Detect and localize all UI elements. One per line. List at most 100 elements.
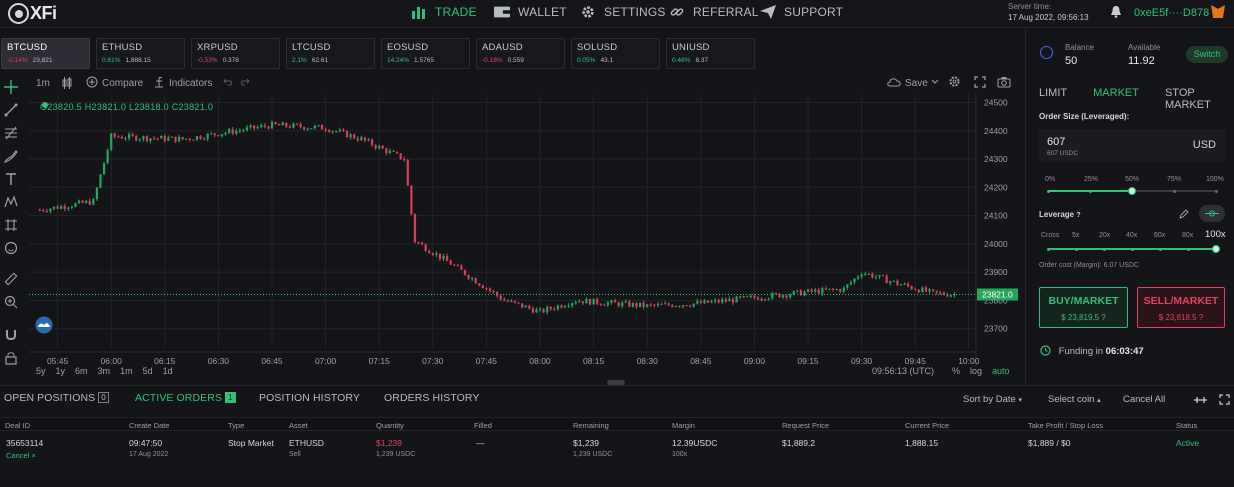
leverage-slider[interactable]: [1046, 244, 1220, 254]
leverage-mark[interactable]: 40x: [1126, 232, 1138, 239]
tab-orders-history[interactable]: ORDERS HISTORY: [384, 392, 480, 404]
tab-active-orders[interactable]: ACTIVE ORDERS 1: [135, 392, 236, 404]
ticker-uniusd[interactable]: UNIUSD 0.48% 8.37: [666, 38, 755, 69]
timeframe-1y[interactable]: 1y: [55, 366, 66, 376]
timeframe-5y[interactable]: 5y: [36, 366, 46, 376]
leverage-mark[interactable]: Cross: [1041, 232, 1060, 239]
slider-stop[interactable]: [1186, 247, 1190, 251]
sell-market-button[interactable]: SELL/MARKET $ 23,818.5 ?: [1137, 287, 1225, 328]
crosshair-icon[interactable]: [4, 80, 18, 94]
ticker-ethusd[interactable]: ETHUSD 0.61% 1,888.15: [96, 38, 185, 69]
sort-dropdown[interactable]: Sort by Date ▾: [963, 394, 1022, 405]
tab-limit[interactable]: LIMIT: [1039, 87, 1068, 99]
leverage-mode-toggle[interactable]: [1199, 205, 1225, 222]
emoji-icon[interactable]: [4, 241, 18, 255]
order-size-slider[interactable]: [1046, 186, 1218, 196]
compare-icon[interactable]: [86, 76, 98, 88]
col-create-date[interactable]: Create Date: [129, 421, 170, 430]
candle-type-icon[interactable]: [62, 77, 72, 89]
leverage-mark[interactable]: 5x: [1072, 232, 1080, 239]
chevron-down-icon[interactable]: [931, 79, 939, 85]
leverage-mark[interactable]: 60x: [1154, 232, 1166, 239]
slider-stop[interactable]: [1046, 189, 1050, 193]
slider-stop[interactable]: [1172, 189, 1176, 193]
order-tp-sl[interactable]: $1,889 / $0: [1028, 438, 1071, 448]
wallet-address[interactable]: 0xeE5f····D878: [1134, 7, 1210, 19]
order-size-input[interactable]: 607 607 USDC USD: [1039, 129, 1225, 162]
metamask-fox-icon[interactable]: [1211, 5, 1225, 18]
nav-trade[interactable]: TRADE: [411, 5, 477, 19]
redo-icon[interactable]: [240, 77, 250, 87]
cloud-save-icon[interactable]: [887, 77, 901, 87]
indicators-icon[interactable]: [153, 76, 165, 88]
indicators-button[interactable]: Indicators: [169, 77, 213, 89]
camera-icon[interactable]: [997, 76, 1011, 88]
ticker-eosusd[interactable]: EOSUSD 14.24% 1.5765: [381, 38, 470, 69]
switch-button[interactable]: Switch: [1186, 46, 1228, 63]
col-asset[interactable]: Asset: [289, 421, 308, 430]
leverage-mark[interactable]: 80x: [1182, 232, 1194, 239]
slider-stop[interactable]: [1130, 247, 1134, 251]
col-type[interactable]: Type: [228, 421, 245, 430]
lock-drawings-icon[interactable]: [4, 351, 18, 365]
slider-stop[interactable]: [1214, 189, 1218, 193]
ticker-solusd[interactable]: SOLUSD 0.05% 43.1: [571, 38, 660, 69]
timeframe-1m[interactable]: 1m: [120, 366, 133, 376]
fullscreen-icon[interactable]: [974, 76, 986, 88]
buy-help-icon[interactable]: ?: [1101, 313, 1106, 322]
leverage-mark[interactable]: 20x: [1099, 232, 1111, 239]
slider-stop[interactable]: [1102, 247, 1106, 251]
slider-stop[interactable]: [1158, 247, 1162, 251]
ruler-icon[interactable]: [4, 272, 18, 286]
col-quantity[interactable]: Quantity: [376, 421, 404, 430]
candlestick-chart[interactable]: 2450024400243002420024100240002390023800…: [29, 94, 1021, 384]
brand-logo[interactable]: XFi: [8, 3, 57, 24]
trend-line-icon[interactable]: [4, 103, 18, 117]
slider-stop[interactable]: [1074, 247, 1078, 251]
col-tp-sl[interactable]: Take Profit / Stop Loss: [1028, 421, 1104, 430]
timeframe-1d[interactable]: 1d: [162, 366, 173, 376]
panel-resize-handle[interactable]: [607, 380, 625, 385]
bell-icon[interactable]: [1110, 5, 1122, 18]
brush-icon[interactable]: [4, 149, 18, 163]
nav-settings[interactable]: SETTINGS: [580, 5, 666, 19]
timeframe-5d[interactable]: 5d: [142, 366, 153, 376]
log-scale-toggle[interactable]: log: [970, 366, 983, 376]
tab-stop-market[interactable]: STOP MARKET: [1164, 87, 1211, 111]
slider-stop[interactable]: [1088, 189, 1092, 193]
pattern-tool-icon[interactable]: [4, 195, 18, 209]
ticker-xrpusd[interactable]: XRPUSD -0.53% 0.378: [191, 38, 280, 69]
fib-tool-icon[interactable]: [4, 126, 18, 140]
ticker-adausd[interactable]: ADAUSD -0.18% 0.559: [476, 38, 565, 69]
tradingview-logo-icon[interactable]: [35, 316, 53, 334]
order-size-currency[interactable]: USD: [1192, 139, 1216, 151]
chart-clock[interactable]: 09:56:13 (UTC): [872, 366, 935, 376]
ticker-ltcusd[interactable]: LTCUSD 2.1% 62.61: [286, 38, 375, 69]
chart-settings-icon[interactable]: [948, 75, 961, 88]
interval-select[interactable]: 1m: [36, 77, 50, 89]
size-pct-label[interactable]: 100%: [1206, 176, 1224, 183]
slider-knob[interactable]: [1128, 187, 1136, 195]
size-pct-label[interactable]: 75%: [1167, 176, 1182, 183]
text-tool-icon[interactable]: [4, 172, 18, 186]
tab-market[interactable]: MARKET: [1093, 87, 1139, 99]
undo-icon[interactable]: [223, 77, 233, 87]
order-size-value[interactable]: 607: [1047, 136, 1066, 148]
price-chart[interactable]: 2450024400243002420024100240002390023800…: [29, 94, 1021, 384]
table-row[interactable]: 35653114 Cancel × 09:47:50 17 Aug 2022 S…: [0, 433, 1234, 463]
col-filled[interactable]: Filled: [474, 421, 492, 430]
save-button[interactable]: Save: [905, 77, 928, 89]
size-pct-label[interactable]: 25%: [1084, 176, 1099, 183]
col-deal-id[interactable]: Deal ID: [5, 421, 31, 430]
size-pct-label[interactable]: 50%: [1125, 176, 1140, 183]
nav-referral[interactable]: REFERRAL: [669, 5, 759, 19]
col-remaining[interactable]: Remaining: [573, 421, 609, 430]
buy-market-button[interactable]: BUY/MARKET $ 23,819.5 ?: [1039, 287, 1128, 328]
compare-button[interactable]: Compare: [102, 77, 144, 89]
timeframe-6m[interactable]: 6m: [75, 366, 88, 376]
select-coin-dropdown[interactable]: Select coin ▴: [1048, 394, 1101, 405]
collapse-panel-icon[interactable]: [1194, 396, 1207, 404]
col-margin[interactable]: Margin: [672, 421, 695, 430]
magnet-icon[interactable]: [4, 328, 18, 342]
measure-tool-icon[interactable]: [4, 218, 18, 232]
